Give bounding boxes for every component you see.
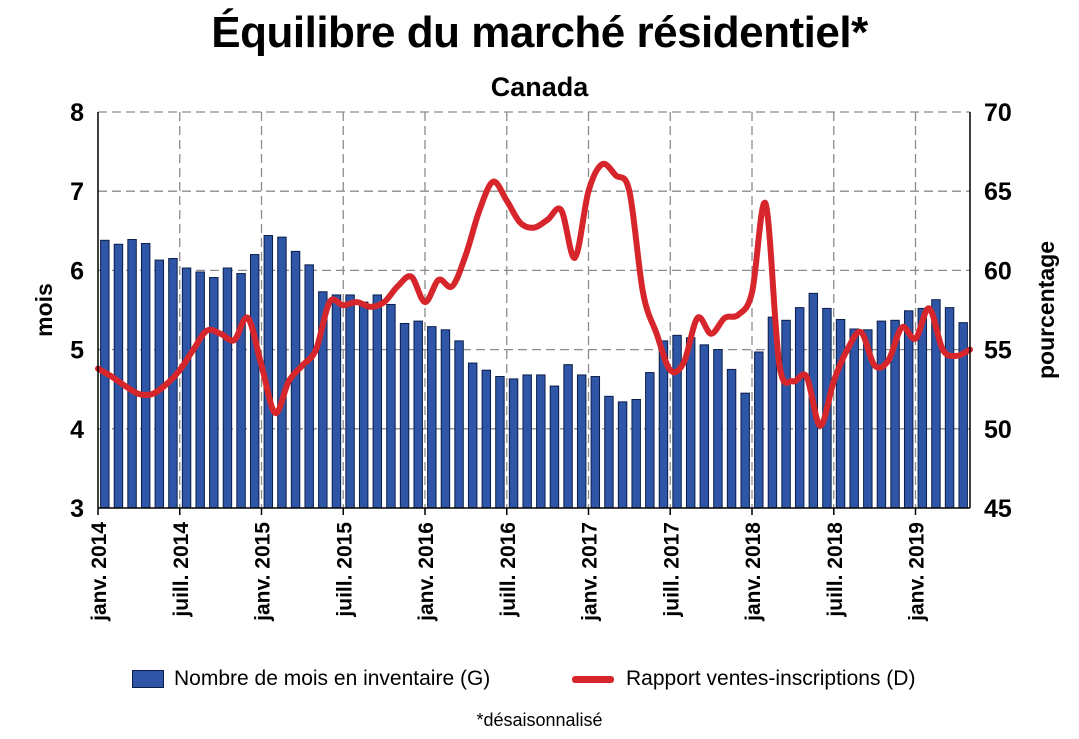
bar <box>454 340 464 509</box>
bar <box>209 277 219 509</box>
bar <box>590 376 601 509</box>
bar <box>781 319 791 509</box>
y-left-tick-label: 3 <box>70 495 84 523</box>
bar <box>944 307 955 509</box>
bar <box>536 374 546 509</box>
x-tick-label: juill. 2014 <box>170 522 193 618</box>
bar <box>140 242 151 509</box>
y-right-tick-label: 65 <box>984 178 1012 206</box>
y-right-tick-label: 50 <box>984 416 1012 444</box>
legend-label-ratio: Rapport ventes-inscriptions (D) <box>626 667 916 690</box>
bar <box>413 320 423 509</box>
bar <box>617 401 628 509</box>
y-right-axis-title: pourcentage <box>1033 241 1059 379</box>
y-right-tick-label: 45 <box>984 495 1012 523</box>
x-tick-label: juill. 2018 <box>824 522 847 618</box>
legend-swatch-line <box>572 675 614 683</box>
bar <box>481 369 492 509</box>
bar <box>917 307 928 509</box>
chart-title: Équilibre du marché résidentiel* <box>211 8 868 57</box>
footnote: *désaisonnalisé <box>476 710 603 730</box>
bar <box>440 329 451 509</box>
bar <box>345 294 355 509</box>
bar <box>549 385 560 509</box>
bar <box>713 349 723 509</box>
y-left-tick-label: 6 <box>70 257 84 285</box>
bar <box>794 307 805 509</box>
y-left-tick-label: 5 <box>70 337 84 365</box>
bar <box>236 273 246 509</box>
bar <box>699 344 710 509</box>
bar <box>835 319 846 509</box>
bar <box>604 395 614 509</box>
bar <box>372 294 383 509</box>
bar <box>876 320 887 509</box>
y-left-axis-title: mois <box>31 283 57 337</box>
bar <box>358 301 369 509</box>
bar <box>399 322 410 509</box>
bar <box>685 337 696 509</box>
bar <box>645 372 655 509</box>
legend-swatch-bar <box>132 670 164 688</box>
sales-ratio-line <box>95 160 973 429</box>
bar <box>849 328 859 509</box>
bar <box>304 264 314 509</box>
y-left-tick-label: 8 <box>70 99 84 127</box>
legend-item-ratio: Rapport ventes-inscriptions (D) <box>572 667 915 691</box>
bar <box>467 362 478 509</box>
bar <box>427 326 437 509</box>
x-tick-label: janv. 2019 <box>906 522 929 622</box>
x-tick-label: janv. 2015 <box>252 522 275 622</box>
y-left-tick-label: 7 <box>70 178 84 206</box>
bar <box>522 374 532 509</box>
y-right-tick-label: 60 <box>984 257 1012 285</box>
bar <box>127 239 137 509</box>
bar <box>195 271 205 509</box>
y-left-tick-label: 4 <box>70 416 84 444</box>
bar <box>672 334 682 509</box>
bar <box>508 378 519 509</box>
legend-item-inventory: Nombre de mois en inventaire (G) <box>132 667 490 691</box>
bar <box>277 236 287 509</box>
bar <box>331 294 342 509</box>
chart-subtitle: Canada <box>490 72 589 102</box>
bar <box>576 374 587 509</box>
bar <box>754 351 764 509</box>
line-series <box>95 160 973 429</box>
legend-label-inventory: Nombre de mois en inventaire (G) <box>174 667 491 690</box>
x-tick-label: juill. 2015 <box>333 522 356 618</box>
bar <box>740 392 750 509</box>
bar <box>222 267 233 509</box>
bar <box>726 368 737 509</box>
x-tick-label: janv. 2017 <box>579 522 602 622</box>
x-tick-label: juill. 2017 <box>660 522 683 618</box>
x-tick-label: janv. 2018 <box>742 522 765 622</box>
bar <box>181 267 192 509</box>
x-tick-label: janv. 2016 <box>415 522 438 622</box>
bar <box>249 254 260 509</box>
bar <box>631 398 641 509</box>
y-right-tick-label: 70 <box>984 99 1012 127</box>
bar <box>563 364 573 509</box>
x-tick-label: juill. 2016 <box>497 522 520 618</box>
bar <box>495 376 505 509</box>
y-right-tick-label: 55 <box>984 337 1012 365</box>
legend: Nombre de mois en inventaire (G) Rapport… <box>0 667 1079 697</box>
bar <box>386 303 396 509</box>
x-tick-label: janv. 2014 <box>88 522 111 622</box>
